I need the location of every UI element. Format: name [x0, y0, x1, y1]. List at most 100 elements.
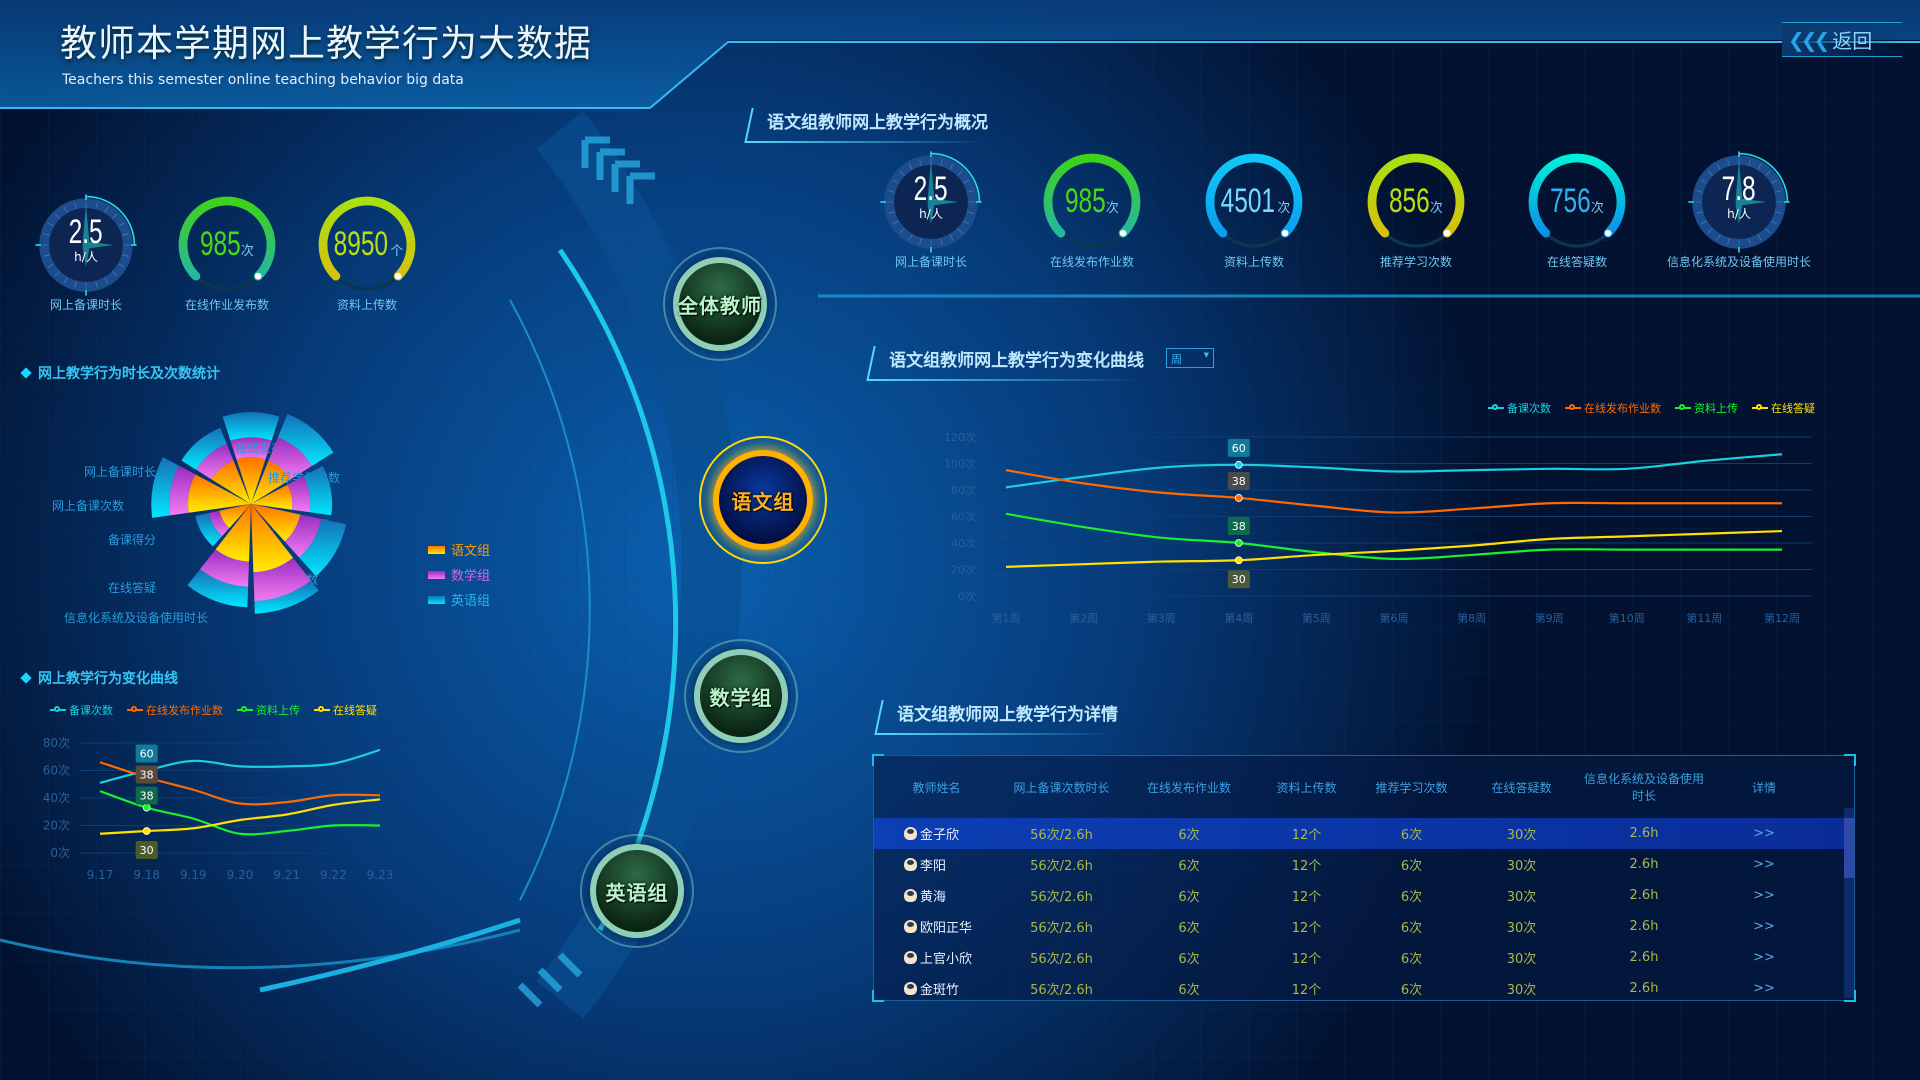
cell-prep: 56次/2.6h: [999, 979, 1124, 998]
table-row[interactable]: 李阳 56次/2.6h 6次 12个 6次 30次 2.6h >>: [874, 849, 1854, 880]
rose-segment: [200, 549, 249, 587]
curve-section-title: 语文组教师网上教学行为变化曲线: [866, 346, 1147, 381]
legend-item[interactable]: 资料上传: [237, 702, 300, 718]
cell-value: 56次/2.6h: [1030, 952, 1093, 967]
cell-detail[interactable]: >>: [1709, 857, 1819, 872]
table-row[interactable]: 欧阳正华 56次/2.6h 6次 12个 6次 30次 2.6h >>: [874, 911, 1854, 942]
legend-item[interactable]: 备课次数: [50, 702, 113, 718]
group-button[interactable]: 全体教师: [663, 247, 777, 361]
legend-line-marker-icon: [1565, 404, 1581, 410]
cell-detail[interactable]: >>: [1709, 950, 1819, 965]
gauge-label: 资料上传数: [1223, 255, 1284, 269]
cell-recommend: 6次: [1359, 917, 1464, 936]
cell-value: 6次: [1400, 921, 1423, 936]
gauge-end-dot: [1281, 229, 1289, 237]
value-tag: [135, 786, 158, 805]
left-line-chart: 0次 20次 40次 60次 80次 9.17 9.18 9.19 9.20 9.21 9.22 9.…: [43, 736, 410, 882]
cell-detail[interactable]: >>: [1709, 919, 1819, 934]
gauge-unit: 次: [1105, 201, 1119, 216]
cell-value: 12个: [1291, 890, 1322, 905]
cell-detail[interactable]: >>: [1709, 981, 1819, 996]
group-button[interactable]: 英语组: [580, 834, 694, 948]
y-tick-label: 20次: [951, 563, 976, 577]
x-tick-label: 第9周: [1535, 611, 1564, 625]
scrollbar-thumb[interactable]: [1844, 818, 1854, 878]
y-tick-label: 120次: [944, 430, 976, 444]
cell-detail[interactable]: >>: [1709, 826, 1819, 841]
rose-segment: [187, 569, 249, 608]
rose-category-label: 网上备课次数: [52, 498, 124, 513]
legend-item[interactable]: 在线发布作业数: [127, 702, 223, 718]
back-button[interactable]: ❮❮❮ 返回: [1782, 22, 1903, 57]
value-tag-label: 38: [140, 790, 154, 803]
gauge-label: 网上备课时长: [49, 298, 122, 312]
gauge-value: 985: [1065, 182, 1106, 220]
value-tag: [135, 765, 158, 784]
cell-value: 2.6h: [1629, 950, 1659, 965]
page-subtitle: Teachers this semester online teaching b…: [62, 72, 464, 88]
gauge-unit: 个: [390, 244, 404, 259]
group-button[interactable]: 语文组: [699, 436, 827, 564]
rose-section-title: 网上教学行为时长及次数统计: [20, 363, 220, 383]
rose-segment: [236, 457, 266, 504]
teacher-avatar-icon: [904, 920, 917, 933]
cell-uploads: 12个: [1254, 855, 1359, 874]
legend-item[interactable]: 在线答疑: [314, 702, 377, 718]
cell-detail[interactable]: >>: [1709, 888, 1819, 903]
cell-device: 2.6h: [1579, 826, 1709, 841]
table-scrollbar[interactable]: [1844, 808, 1854, 998]
group-button[interactable]: 数学组: [684, 639, 798, 753]
x-tick-label: 9.19: [180, 868, 207, 882]
column-header: 推荐学习次数: [1375, 780, 1448, 795]
gauge-value: 2.5: [68, 213, 104, 251]
gauge-arc: 756次 在线答疑数: [1522, 147, 1632, 270]
x-tick-label: 第2周: [1069, 611, 1098, 625]
table-row[interactable]: 黄海 56次/2.6h 6次 12个 6次 30次 2.6h >>: [874, 880, 1854, 911]
cell-value: 2.6h: [1629, 857, 1659, 872]
table-row[interactable]: 金子欣 56次/2.6h 6次 12个 6次 30次 2.6h >>: [874, 818, 1854, 849]
period-select[interactable]: 周 ▼: [1166, 348, 1214, 368]
cell-value: 56次/2.6h: [1030, 890, 1093, 905]
gauge-arc: 856次 推荐学习次数: [1361, 147, 1471, 270]
cell-value: >>: [1753, 857, 1775, 872]
rose-segment: [188, 474, 251, 513]
legend-item[interactable]: 在线答疑: [1752, 400, 1815, 416]
gauge-unit: 次: [1277, 201, 1291, 216]
legend-swatch: [428, 570, 445, 579]
gauge-value-group: 756次: [1522, 184, 1632, 218]
cell-value: 2.6h: [1629, 888, 1659, 903]
gauge-label: 网上备课时长: [894, 255, 967, 269]
cell-value: 12个: [1291, 859, 1322, 874]
cell-value: 12个: [1291, 828, 1322, 843]
curve-legend: 备课次数 在线发布作业数 资料上传 在线答疑: [1488, 400, 1815, 416]
series-point[interactable]: [142, 803, 151, 812]
series-point[interactable]: [142, 827, 151, 835]
x-tick-label: 第11周: [1686, 611, 1722, 625]
legend-line-marker-icon: [237, 706, 253, 712]
rose-segment: [254, 580, 319, 614]
series-point[interactable]: [1234, 539, 1243, 547]
cell-uploads: 12个: [1254, 948, 1359, 967]
hub-ring: [580, 834, 694, 948]
column-header: 教师姓名: [912, 780, 961, 795]
value-tag: [1227, 471, 1250, 490]
cell-qa: 30次: [1464, 979, 1579, 998]
value-tag-label: 30: [1232, 573, 1246, 586]
series-point[interactable]: [1234, 556, 1243, 565]
y-tick-label: 80次: [951, 483, 976, 497]
legend-item[interactable]: 备课次数: [1488, 400, 1551, 416]
series-line: [1005, 529, 1783, 568]
gauge-value: 856: [1389, 182, 1430, 220]
series-point[interactable]: [1234, 460, 1243, 469]
rose-segment: [303, 465, 332, 516]
table-row[interactable]: 上官小欣 56次/2.6h 6次 12个 6次 30次 2.6h >>: [874, 942, 1854, 973]
value-tag: [1227, 438, 1250, 457]
rose-segment: [195, 512, 223, 547]
legend-item[interactable]: 资料上传: [1675, 400, 1738, 416]
cell-uploads: 12个: [1254, 886, 1359, 905]
table-row[interactable]: 金斑竹 56次/2.6h 6次 12个 6次 30次 2.6h >>: [874, 973, 1854, 1004]
gauge-end-dot: [1443, 229, 1451, 237]
cell-value: 2.6h: [1629, 919, 1659, 934]
series-point[interactable]: [1234, 494, 1243, 502]
legend-item[interactable]: 在线发布作业数: [1565, 400, 1661, 416]
